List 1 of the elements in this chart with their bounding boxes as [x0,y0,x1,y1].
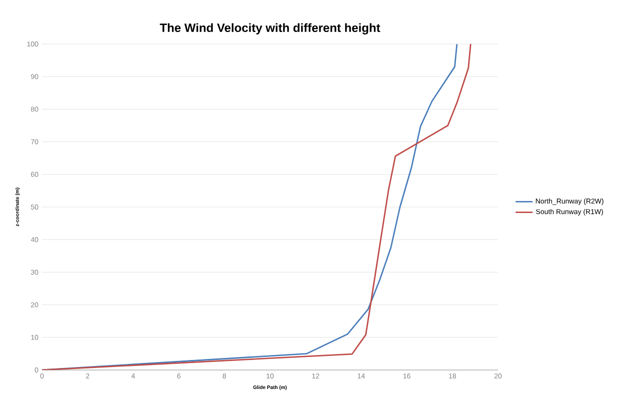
chart-title: The Wind Velocity with different height [160,23,380,34]
